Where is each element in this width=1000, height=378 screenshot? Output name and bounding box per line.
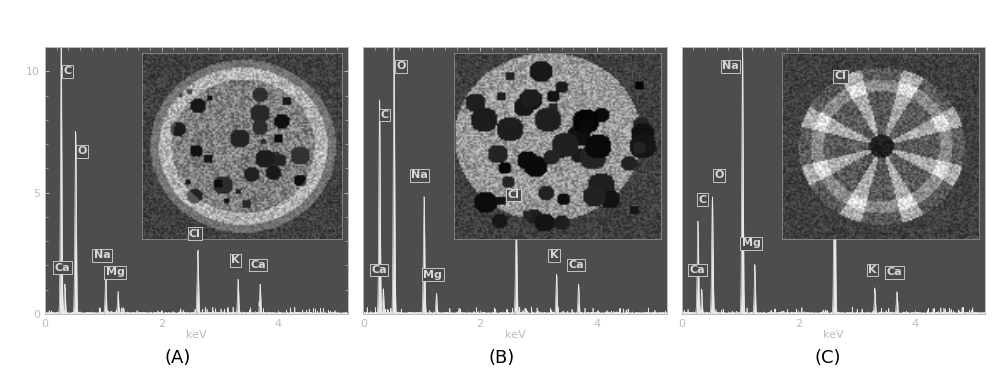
Text: Ca: Ca (371, 265, 387, 275)
Text: Ca: Ca (55, 263, 70, 273)
Text: Ca: Ca (690, 265, 705, 275)
Text: Mg: Mg (106, 267, 124, 277)
X-axis label: keV: keV (186, 330, 207, 340)
Text: O: O (396, 62, 405, 71)
Text: C: C (380, 110, 388, 120)
Text: Mg: Mg (742, 238, 761, 248)
Text: Na: Na (94, 251, 111, 260)
Text: Ca: Ca (887, 267, 902, 277)
Text: C: C (63, 66, 71, 76)
Text: Na: Na (722, 62, 739, 71)
X-axis label: keV: keV (823, 330, 844, 340)
Text: Ca: Ca (250, 260, 266, 270)
Text: K: K (868, 265, 877, 275)
Text: Mg: Mg (423, 270, 442, 280)
Text: O: O (78, 146, 87, 156)
Text: (A): (A) (165, 349, 191, 367)
Text: (B): (B) (489, 349, 515, 367)
Text: Ca: Ca (568, 260, 584, 270)
Text: C: C (699, 195, 707, 205)
X-axis label: keV: keV (505, 330, 525, 340)
Text: Cl: Cl (834, 71, 846, 81)
Text: (C): (C) (815, 349, 841, 367)
Text: Na: Na (411, 170, 428, 180)
Text: K: K (231, 255, 240, 265)
Text: O: O (714, 170, 724, 180)
Text: K: K (550, 251, 558, 260)
Text: Cl: Cl (507, 190, 519, 200)
Text: Cl: Cl (189, 229, 201, 239)
